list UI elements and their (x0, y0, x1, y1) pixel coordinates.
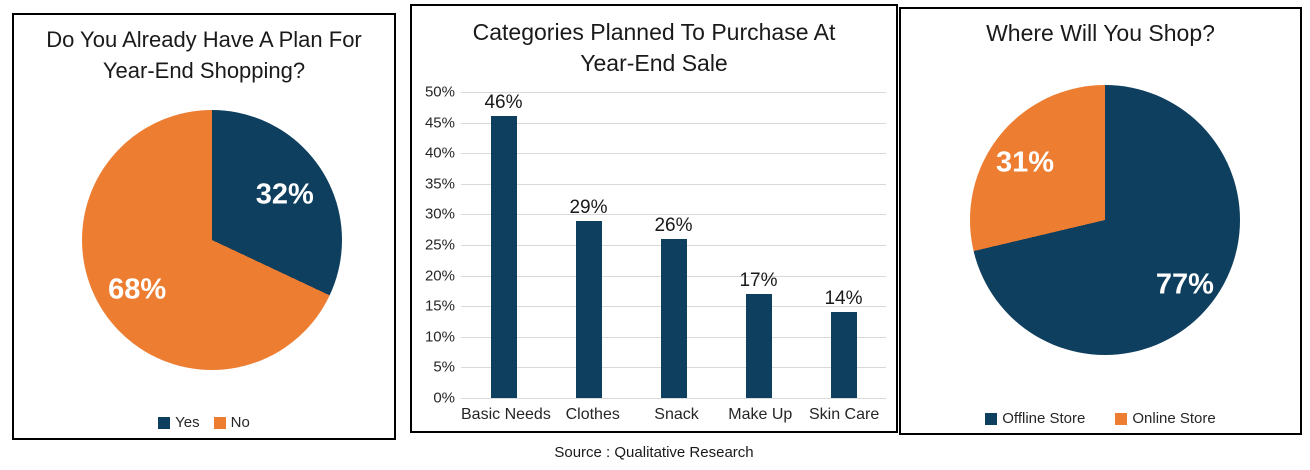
legend-label-online-store: Online Store (1132, 410, 1216, 427)
pie-slice-label-online: 31% (996, 146, 1055, 179)
y-axis: 50% 45% 40% 35% 30% 25% 20% 15% 10% 5% 0% (414, 85, 457, 406)
plan-pie-title: Do You Already Have A Plan For Year-End … (46, 27, 362, 83)
pie-slice-label-offline: 77% (1155, 268, 1214, 301)
shop-pie-title: Where Will You Shop? (986, 20, 1215, 46)
bar-value-label: 17% (739, 269, 778, 291)
legend-label-no: No (230, 414, 250, 431)
bar-column: 17% (716, 92, 801, 398)
x-axis-category-label: Clothes (565, 406, 620, 423)
y-axis-tick-label: 5% (433, 358, 455, 376)
y-axis-tick-label: 45% (424, 114, 455, 132)
legend-swatch-online-store (1115, 412, 1128, 425)
y-axis-tick-label: 0% (433, 389, 455, 407)
legend-item-offline-store: Offline Store (985, 410, 1085, 427)
pie-slice-label-yes: 32% (255, 178, 314, 211)
bar-plot-area: 46% 29% 26% 17% 14% (461, 92, 886, 399)
gridline (461, 122, 886, 124)
plan-pie-chart: 32% 68% (82, 110, 342, 370)
legend-item-yes: Yes (158, 414, 200, 431)
legend-label-yes: Yes (175, 414, 200, 431)
y-axis-tick-label: 25% (424, 236, 455, 254)
bar-clothes (575, 220, 602, 398)
bar-column: 14% (801, 92, 886, 398)
y-axis-tick-label: 40% (424, 144, 455, 162)
x-axis-category-label: Skin Care (808, 406, 880, 423)
y-axis-tick-label: 35% (424, 175, 455, 193)
source-note: Source : Qualitative Research (554, 444, 754, 461)
pie-slice-label-no: 68% (108, 273, 167, 306)
legend-swatch-offline-store (985, 412, 998, 425)
shop-pie-chart: 77% 31% (970, 85, 1240, 355)
plan-pie-panel: Do You Already Have A Plan For Year-End … (12, 13, 396, 440)
y-axis-tick-label: 15% (424, 297, 455, 315)
bar-column: 26% (631, 92, 716, 398)
bar-value-label: 46% (484, 92, 523, 114)
shop-pie-legend: Offline Store Online Store (901, 410, 1300, 427)
legend-label-offline-store: Offline Store (1002, 410, 1086, 427)
y-axis-tick-label: 10% (424, 328, 455, 346)
bar-snack (660, 238, 687, 398)
y-axis-tick-label: 50% (424, 83, 455, 101)
plan-pie-legend: Yes No (14, 414, 394, 431)
legend-item-online-store: Online Store (1115, 410, 1216, 427)
shop-pie-panel: Where Will You Shop? 77% 31% Offline Sto… (899, 7, 1302, 435)
bar-make-up (745, 293, 772, 398)
bar-series: 46% 29% 26% 17% 14% (461, 92, 886, 398)
bar-column: 29% (546, 92, 631, 398)
bar-value-label: 26% (654, 214, 693, 236)
gridline (461, 92, 886, 93)
y-axis-tick-label: 20% (424, 267, 455, 285)
bar-basic-needs (490, 116, 517, 398)
categories-bar-panel: Categories Planned To Purchase At Year-E… (410, 4, 898, 433)
gridline (461, 153, 886, 155)
x-axis: Basic Needs Clothes Snack Make Up Skin Care (461, 406, 886, 424)
legend-swatch-no (213, 416, 226, 429)
legend-swatch-yes (158, 416, 171, 429)
bar-value-label: 14% (824, 288, 863, 310)
gridline (461, 214, 886, 216)
gridline (461, 398, 886, 399)
x-axis-category-label: Basic Needs (461, 406, 551, 423)
bar-value-label: 29% (569, 196, 608, 218)
gridline (461, 183, 886, 185)
legend-item-no: No (213, 414, 250, 431)
categories-bar-title: Categories Planned To Purchase At Year-E… (472, 19, 836, 76)
x-axis-category-label: Make Up (728, 406, 793, 423)
x-axis-category-label: Snack (654, 406, 699, 423)
y-axis-tick-label: 30% (424, 205, 455, 223)
bar-column: 46% (461, 92, 546, 398)
bar-skin-care (830, 312, 857, 398)
